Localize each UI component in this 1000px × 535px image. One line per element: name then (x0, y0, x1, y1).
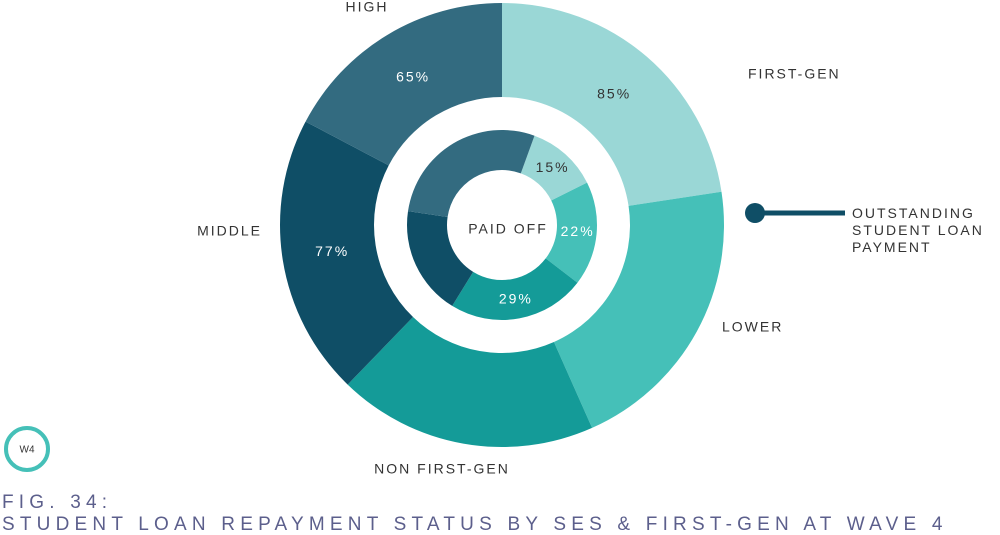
slice (407, 211, 474, 306)
slice (553, 191, 724, 428)
figure-label: FIG. 34: (2, 492, 113, 513)
slice (280, 121, 414, 385)
legend-label: OUTSTANDING STUDENT LOAN PAYMENT (852, 205, 984, 255)
value-label: 22% (561, 223, 595, 239)
value-label: 29% (499, 290, 533, 306)
value-label: 65% (396, 68, 430, 84)
slice (347, 317, 593, 448)
category-label: MIDDLE (197, 223, 262, 239)
chart-title: STUDENT LOAN REPAYMENT STATUS BY SES & F… (2, 514, 948, 535)
value-label: 77% (315, 243, 349, 259)
badge: W4 (20, 445, 35, 456)
slice (452, 258, 578, 320)
category-label: NON FIRST-GEN (374, 461, 510, 477)
value-label: 85% (597, 85, 631, 101)
slice (408, 129, 535, 217)
slice (545, 182, 598, 283)
slice (520, 135, 588, 201)
category-label: LOWER (722, 319, 783, 335)
slice (305, 3, 502, 166)
value-label: 15% (536, 159, 570, 175)
center-label: PAID OFF (468, 221, 548, 237)
category-label: HIGH (346, 0, 389, 15)
legend-dot (745, 203, 765, 223)
slice (502, 3, 722, 206)
category-label: FIRST-GEN (748, 66, 841, 82)
badge-ring (4, 426, 50, 472)
